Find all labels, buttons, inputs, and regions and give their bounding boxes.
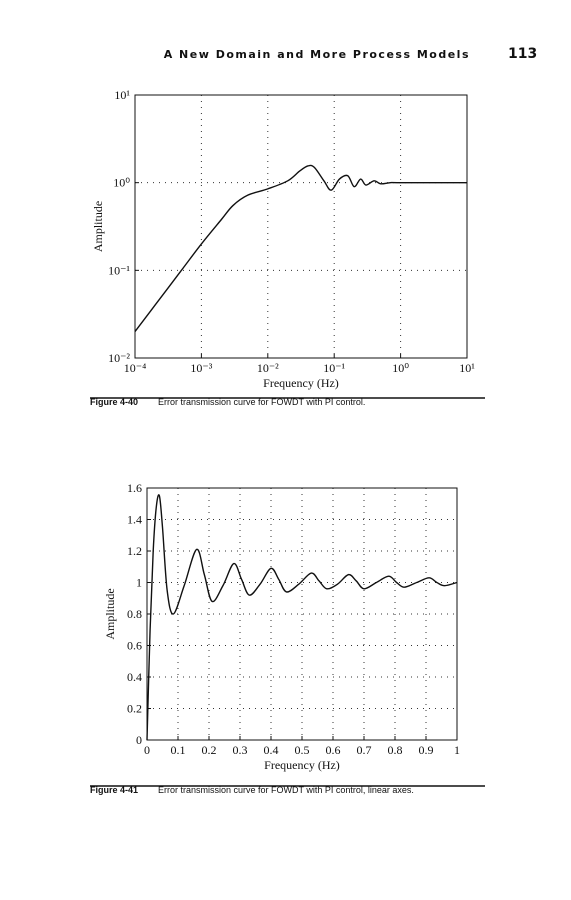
- x-axis-label: Frequency (Hz): [264, 758, 340, 772]
- curve: [134, 164, 467, 333]
- x-tick-label: 10⁻²: [257, 361, 279, 375]
- x-tick-label: 10⁻³: [190, 361, 212, 375]
- x-tick-label: 0: [144, 743, 150, 757]
- x-tick-label: 0.5: [295, 743, 310, 757]
- y-tick-label: 10⁰: [113, 176, 130, 190]
- y-tick-label: 0: [136, 733, 142, 747]
- page-number: 113: [508, 46, 537, 62]
- x-tick-label: 10¹: [459, 361, 475, 375]
- y-tick-label: 0.6: [127, 639, 142, 653]
- y-tick-label: 10⁻¹: [108, 263, 130, 277]
- x-tick-label: 1: [454, 743, 460, 757]
- x-tick-label: 10⁻⁴: [124, 361, 147, 375]
- x-tick-label: 0.2: [202, 743, 217, 757]
- x-tick-label: 0.1: [171, 743, 186, 757]
- y-tick-label: 1.6: [127, 481, 142, 495]
- curve: [146, 494, 458, 741]
- y-tick-label: 1.2: [127, 544, 142, 558]
- x-tick-label: 0.4: [264, 743, 279, 757]
- running-head: A New Domain and More Process Models: [164, 48, 470, 61]
- x-tick-label: 10⁰: [392, 361, 409, 375]
- y-tick-label: 1: [136, 576, 142, 590]
- x-tick-label: 0.7: [357, 743, 372, 757]
- x-tick-label: 0.9: [419, 743, 434, 757]
- x-axis-label: Frequency (Hz): [263, 376, 339, 390]
- y-axis-label: Amplitude: [103, 588, 117, 639]
- x-tick-label: 0.8: [388, 743, 403, 757]
- y-tick-label: 1.4: [127, 513, 142, 527]
- x-tick-label: 0.3: [233, 743, 248, 757]
- x-tick-label: 0.6: [326, 743, 341, 757]
- x-tick-label: 10⁻¹: [323, 361, 345, 375]
- caption-text: Error transmission curve for FOWDT with …: [158, 397, 365, 407]
- caption-text: Error transmission curve for FOWDT with …: [158, 785, 414, 795]
- y-tick-label: 10⁻²: [108, 351, 130, 365]
- y-tick-label: 0.2: [127, 702, 142, 716]
- y-tick-label: 0.4: [127, 670, 142, 684]
- y-tick-label: 0.8: [127, 607, 142, 621]
- plot-frame: [146, 487, 458, 741]
- caption-label: Figure 4-40: [90, 397, 138, 407]
- plot-frame: [134, 94, 468, 359]
- caption-label: Figure 4-41: [90, 785, 138, 795]
- y-axis-label: Amplitude: [91, 201, 105, 252]
- y-tick-label: 10¹: [114, 88, 130, 102]
